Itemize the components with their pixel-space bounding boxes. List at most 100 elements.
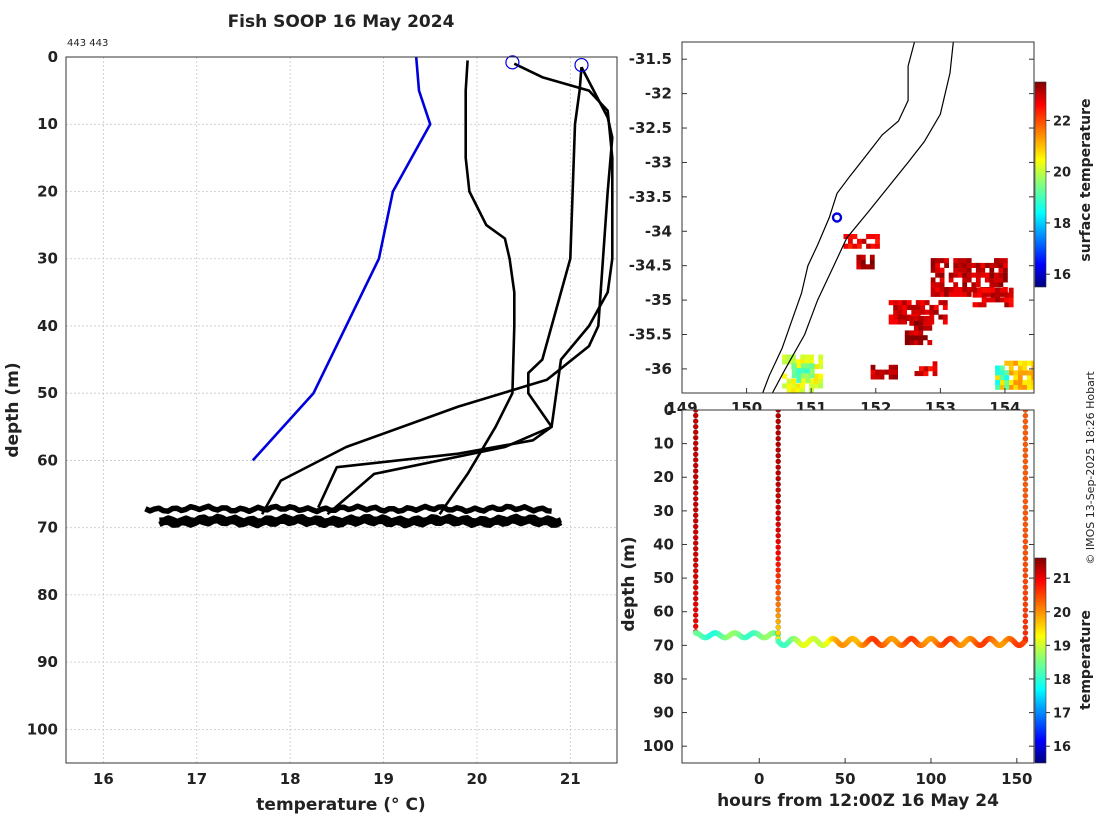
sst-pixel (962, 291, 968, 297)
sst-pixel (1022, 379, 1028, 385)
sst-pixel (852, 234, 858, 240)
sst-pixel (1008, 379, 1014, 385)
track-point (693, 546, 699, 552)
track-y-tick-label: 90 (653, 704, 674, 722)
track-point (1022, 578, 1029, 585)
profile-x-tick-label: 19 (373, 770, 394, 788)
sst-pixel (1003, 287, 1008, 293)
track-point (775, 578, 781, 585)
sst-pixel (920, 300, 926, 306)
sst-pixel (948, 291, 954, 297)
sst-pixel (981, 302, 987, 308)
track-point (693, 534, 699, 541)
sst-pixel (906, 300, 912, 306)
sst-pixel (927, 315, 933, 321)
sst-pixel (932, 366, 938, 372)
imos-credit: © IMOS 13-Sep-2025 18:26 Hobart (1084, 371, 1097, 565)
track-point (1022, 430, 1029, 436)
sst-pixel (893, 364, 898, 370)
track-point (775, 584, 781, 590)
sst-pixel (986, 297, 991, 303)
sst-pixel (1003, 272, 1008, 278)
track-y-tick-label: 50 (653, 569, 674, 587)
track-point (775, 573, 781, 579)
sst-pixel (918, 325, 924, 331)
sst-pixel (922, 320, 928, 326)
sst-pixel (920, 309, 926, 315)
sst-pixel (994, 282, 999, 288)
track-panel: 0 10 20 30 40 50 60 70 80 90 100 0 50 100 150 16 17 18 19… (619, 401, 1094, 811)
track-point (1022, 538, 1029, 545)
sst-pixel (918, 315, 924, 321)
track-point (1022, 464, 1029, 470)
sst-pixel (1008, 370, 1014, 376)
sst-pixel (975, 262, 981, 268)
track-point (693, 618, 699, 624)
sst-pixel (875, 234, 880, 240)
track-point (1022, 544, 1029, 550)
track-point (1022, 527, 1029, 533)
track-colorbar-tick-label: 17 (1053, 707, 1071, 722)
sst-pixel (995, 375, 1000, 381)
track-point (1022, 521, 1029, 528)
track-x-label: hours from 12:00Z 16 May 24 (717, 791, 999, 811)
sst-pixel (913, 335, 919, 341)
sst-pixel (870, 374, 876, 380)
sst-pixel (989, 282, 995, 288)
sst-pixel (865, 264, 871, 270)
sst-pixel (999, 365, 1005, 371)
sst-pixel (893, 314, 898, 320)
sst-pixel (843, 234, 849, 240)
sst-pixel (1017, 370, 1023, 376)
sst-pixel (975, 267, 981, 273)
sst-pixel (919, 371, 924, 377)
sst-pixel (1031, 379, 1034, 385)
track-point (775, 413, 781, 419)
track-point (775, 435, 781, 442)
sst-pixel (909, 320, 915, 326)
sst-pixel (875, 374, 880, 380)
sst-pixel (848, 243, 853, 249)
temperature-profile-line (260, 66, 614, 515)
sst-pixel (977, 302, 982, 308)
track-point (693, 429, 699, 435)
track-point (1022, 475, 1029, 482)
sst-pixel (791, 359, 796, 365)
sst-pixel (911, 304, 917, 310)
profile-y-tick-label: 70 (37, 519, 58, 537)
sst-pixel (791, 354, 796, 360)
sst-pixel (870, 364, 876, 370)
sst-pixel (939, 267, 945, 273)
sst-pixel (902, 319, 907, 325)
sst-pixel (994, 272, 999, 278)
sst-pixel (893, 369, 898, 375)
track-x-tick-label: 100 (915, 770, 946, 788)
sst-pixel (920, 304, 926, 310)
sst-pixel (999, 379, 1005, 385)
sst-pixel (994, 277, 999, 283)
sst-pixel (930, 267, 936, 273)
sst-pixel (856, 254, 862, 260)
sst-pixel (888, 374, 894, 380)
sst-pixel (942, 304, 948, 310)
bottom-profile-band (144, 503, 552, 515)
track-colorbar-tick-label: 21 (1053, 572, 1071, 587)
sst-pixel (989, 262, 995, 268)
sst-pixel (818, 354, 824, 360)
track-point (693, 573, 699, 580)
sst-colorbar-tick-label: 16 (1053, 268, 1071, 283)
sst-pixel (935, 291, 940, 297)
sst-pixel (922, 325, 928, 331)
track-point (775, 618, 781, 625)
sst-pixel (953, 287, 959, 293)
track-colorbar-tick-label: 16 (1053, 740, 1071, 755)
sst-pixel (935, 262, 940, 268)
sst-pixel (857, 238, 862, 244)
sst-pixel (879, 374, 885, 380)
track-point (775, 493, 781, 499)
profile-y-tick-label: 40 (37, 317, 58, 335)
vessel-ids: 443 443 (67, 38, 108, 49)
sst-pixel (1013, 375, 1019, 381)
sst-pixel (1004, 297, 1010, 303)
sst-pixel (942, 314, 948, 320)
